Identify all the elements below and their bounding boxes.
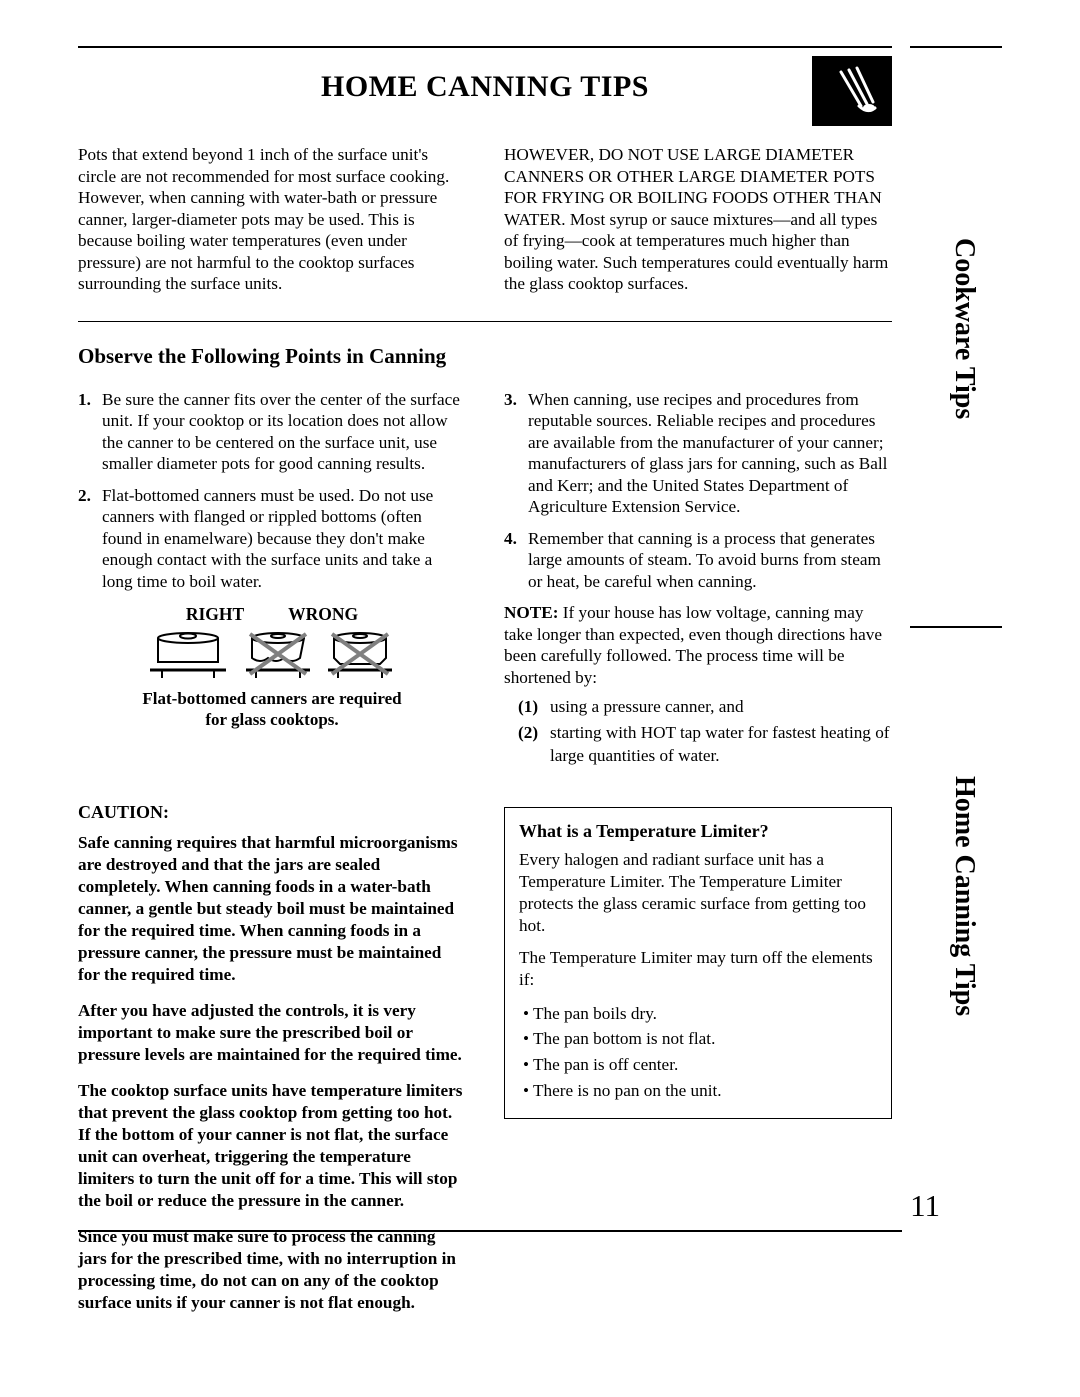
caution-para: Safe canning requires that harmful micro… — [78, 832, 466, 986]
item-text: Be sure the canner fits over the center … — [102, 389, 466, 475]
box-heading: What is a Temperature Limiter? — [519, 820, 877, 843]
canner-diagram: RIGHT WRONG — [78, 604, 466, 730]
intro-columns: Pots that extend beyond 1 inch of the su… — [78, 138, 892, 295]
sidebar-tabs: Cookware Tips Home Canning Tips — [910, 46, 1002, 1266]
note-item: (1) using a pressure canner, and — [518, 696, 892, 718]
diagram-wrong-label: WRONG — [288, 604, 358, 626]
box-bullet: • The pan boils dry. — [523, 1001, 877, 1027]
box-bullet: • There is no pan on the unit. — [523, 1078, 877, 1104]
note-body: If your house has low voltage, canning m… — [504, 603, 882, 687]
page-number: 11 — [910, 1188, 940, 1224]
diagram-right-label: RIGHT — [186, 604, 244, 626]
sidebar-tab-canning: Home Canning Tips — [948, 776, 980, 1016]
info-box-column: What is a Temperature Limiter? Every hal… — [504, 801, 892, 1328]
note-item-text: using a pressure canner, and — [550, 696, 744, 718]
intro-left: Pots that extend beyond 1 inch of the su… — [78, 144, 466, 295]
note-item: (2) starting with HOT tap water for fast… — [518, 722, 892, 767]
box-para: Every halogen and radiant surface unit h… — [519, 849, 877, 937]
note-paragraph: NOTE: If your house has low voltage, can… — [504, 602, 892, 688]
item-number: 4. — [504, 528, 522, 593]
observe-right-list: 3. When canning, use recipes and procedu… — [504, 389, 892, 593]
canner-diagram-svg — [142, 630, 402, 682]
list-item: 3. When canning, use recipes and procedu… — [504, 389, 892, 518]
list-item: 2. Flat-bottomed canners must be used. D… — [78, 485, 466, 593]
sidebar-divider — [910, 626, 1002, 628]
observe-left-list: 1. Be sure the canner fits over the cent… — [78, 389, 466, 593]
bottom-columns: CAUTION: Safe canning requires that harm… — [78, 801, 892, 1328]
caution-para: The cooktop surface units have temperatu… — [78, 1080, 466, 1212]
item-number: 3. — [504, 389, 522, 518]
caution-para: After you have adjusted the controls, it… — [78, 1000, 466, 1066]
list-item: 4. Remember that canning is a process th… — [504, 528, 892, 593]
caution-column: CAUTION: Safe canning requires that harm… — [78, 801, 466, 1328]
box-bullet: • The pan is off center. — [523, 1052, 877, 1078]
note-item-text: starting with HOT tap water for fastest … — [550, 722, 892, 767]
note-lead: NOTE: — [504, 603, 558, 622]
box-para: The Temperature Limiter may turn off the… — [519, 947, 877, 991]
caution-heading: CAUTION: — [78, 801, 466, 824]
page-content: HOME CANNING TIPS Pots that extend beyon… — [78, 46, 892, 1328]
item-number: 2. — [78, 485, 96, 593]
observe-left: 1. Be sure the canner fits over the cent… — [78, 389, 466, 772]
sidebar-tab-cookware: Cookware Tips — [948, 238, 980, 419]
divider — [78, 321, 892, 322]
observe-heading: Observe the Following Points in Canning — [78, 344, 892, 369]
page-title: HOME CANNING TIPS — [78, 70, 892, 104]
item-text: Flat-bottomed canners must be used. Do n… — [102, 485, 466, 593]
temp-limiter-box: What is a Temperature Limiter? Every hal… — [504, 807, 892, 1119]
item-number: 1. — [78, 389, 96, 475]
diagram-caption: Flat-bottomed canners are required for g… — [78, 688, 466, 731]
intro-right: HOWEVER, DO NOT USE LARGE DIAMETER CANNE… — [504, 144, 892, 295]
caution-para: Since you must make sure to process the … — [78, 1226, 466, 1314]
note-item-number: (2) — [518, 722, 544, 767]
item-text: Remember that canning is a process that … — [528, 528, 892, 593]
page-header: HOME CANNING TIPS — [78, 48, 892, 138]
observe-columns: 1. Be sure the canner fits over the cent… — [78, 383, 892, 772]
page-footer: 11 — [78, 1230, 902, 1232]
canning-tongs-icon — [812, 56, 892, 126]
box-bullet: • The pan bottom is not flat. — [523, 1026, 877, 1052]
list-item: 1. Be sure the canner fits over the cent… — [78, 389, 466, 475]
item-text: When canning, use recipes and procedures… — [528, 389, 892, 518]
note-item-number: (1) — [518, 696, 544, 718]
observe-right: 3. When canning, use recipes and procedu… — [504, 389, 892, 772]
